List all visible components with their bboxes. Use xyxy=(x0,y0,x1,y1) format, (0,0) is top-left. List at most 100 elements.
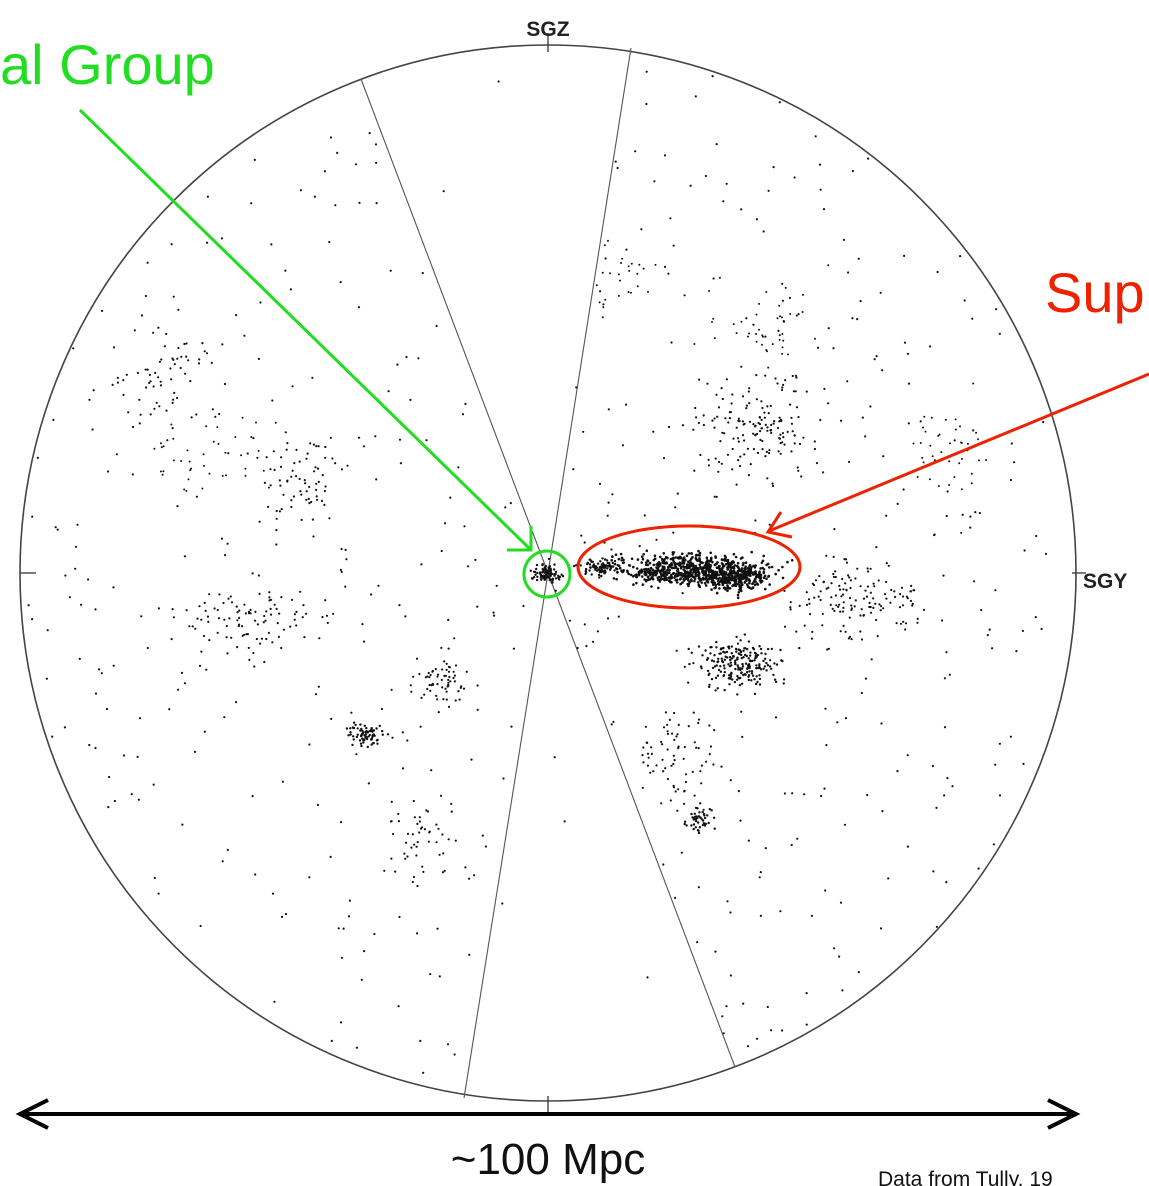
galaxy-point xyxy=(726,558,730,562)
galaxy-point xyxy=(359,734,363,738)
galaxy-point xyxy=(752,648,756,651)
galaxy-point xyxy=(236,611,239,614)
galaxy-point xyxy=(778,338,781,341)
galaxy-point xyxy=(748,563,752,567)
galaxy-point xyxy=(539,576,543,579)
galaxy-point xyxy=(736,571,739,575)
galaxy-point xyxy=(761,343,763,346)
galaxy-point xyxy=(675,572,678,575)
galaxy-point xyxy=(844,630,847,633)
galaxy-point xyxy=(743,422,746,425)
galaxy-point xyxy=(667,272,670,275)
galaxy-point xyxy=(686,570,689,574)
galaxy-point xyxy=(392,832,395,836)
scale-bar-label: ~100 Mpc xyxy=(451,1135,645,1184)
galaxy-point xyxy=(708,290,710,292)
galaxy-point xyxy=(340,1021,343,1024)
galaxy-point xyxy=(763,574,767,578)
galaxy-point xyxy=(861,416,864,419)
galaxy-point xyxy=(641,786,644,789)
galaxy-point xyxy=(729,658,732,661)
galaxy-point xyxy=(547,566,550,569)
galaxy-point xyxy=(726,584,729,587)
galaxy-point xyxy=(611,493,614,496)
galaxy-point xyxy=(842,601,845,604)
galaxy-point xyxy=(269,607,272,611)
galaxy-point xyxy=(930,416,933,419)
galaxy-point xyxy=(758,328,760,331)
galaxy-point xyxy=(481,834,484,837)
galaxy-point xyxy=(358,201,361,204)
galaxy-point xyxy=(443,660,446,663)
galaxy-point xyxy=(864,677,868,680)
galaxy-point xyxy=(340,570,343,574)
galaxy-point xyxy=(954,418,957,421)
galaxy-point xyxy=(541,571,544,574)
galaxy-point xyxy=(153,447,156,450)
galaxy-point xyxy=(396,363,399,366)
galaxy-point xyxy=(713,417,716,420)
galaxy-point xyxy=(836,721,839,724)
galaxy-point xyxy=(355,735,359,739)
galaxy-point xyxy=(754,424,757,427)
galaxy-point xyxy=(293,462,296,465)
galaxy-point xyxy=(902,488,905,491)
galaxy-point xyxy=(604,558,607,561)
galaxy-point xyxy=(613,562,617,566)
galaxy-point xyxy=(64,574,67,577)
galaxy-point xyxy=(221,474,224,477)
galaxy-point xyxy=(690,824,693,827)
galaxy-point xyxy=(661,577,665,581)
galaxy-point xyxy=(204,609,207,613)
galaxy-point xyxy=(352,726,356,730)
galaxy-point xyxy=(648,561,652,565)
galaxy-point xyxy=(713,654,716,657)
galaxy-point xyxy=(778,334,781,337)
galaxy-point xyxy=(778,416,781,419)
galaxy-point xyxy=(844,717,848,720)
galaxy-point xyxy=(429,973,432,976)
galaxy-point xyxy=(292,495,295,498)
galaxy-point xyxy=(303,636,306,639)
galaxy-point xyxy=(909,590,912,593)
galaxy-point xyxy=(818,163,822,166)
galaxy-point xyxy=(447,705,451,709)
galaxy-point xyxy=(268,591,271,594)
galaxy-point xyxy=(437,711,440,714)
galaxy-point xyxy=(442,852,445,855)
galaxy-point xyxy=(410,690,413,693)
galaxy-point xyxy=(267,505,270,508)
galaxy-point xyxy=(314,693,318,696)
galaxy-point xyxy=(922,461,925,464)
galaxy-point xyxy=(762,554,765,558)
galaxy-point xyxy=(243,603,246,606)
galaxy-point xyxy=(736,437,740,440)
galaxy-point xyxy=(572,468,575,471)
galaxy-point xyxy=(702,414,705,417)
galaxy-point xyxy=(357,306,361,309)
galaxy-point xyxy=(205,352,209,355)
galaxy-point xyxy=(257,574,260,577)
galaxy-point xyxy=(224,451,227,454)
galaxy-point xyxy=(860,638,864,641)
galaxy-point xyxy=(748,332,750,335)
galaxy-point xyxy=(729,661,732,664)
galaxy-point xyxy=(308,485,311,488)
galaxy-point xyxy=(672,244,675,247)
galaxy-point xyxy=(703,582,707,585)
galaxy-point xyxy=(759,871,762,874)
galaxy-point xyxy=(751,674,755,677)
galaxy-point xyxy=(734,667,737,671)
galaxy-point xyxy=(404,857,407,860)
galaxy-point xyxy=(273,603,276,606)
galaxy-point xyxy=(822,471,825,474)
galaxy-point xyxy=(810,914,814,918)
galaxy-point xyxy=(961,513,964,517)
galaxy-point xyxy=(722,664,726,667)
galaxy-point xyxy=(906,754,909,757)
galaxy-point xyxy=(617,294,620,297)
galaxy-point xyxy=(698,826,702,829)
galaxy-point xyxy=(725,182,728,185)
galaxy-point xyxy=(670,580,673,584)
galaxy-point xyxy=(269,484,272,487)
